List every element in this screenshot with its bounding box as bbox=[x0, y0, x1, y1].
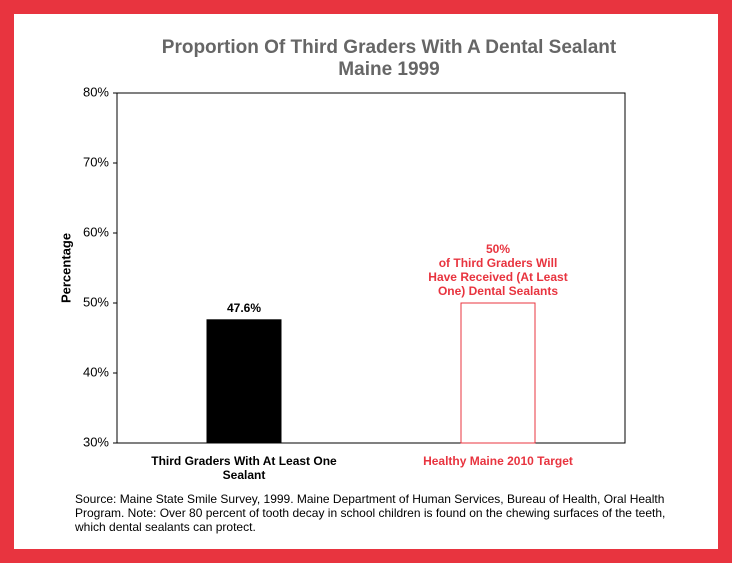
y-tick-label: 80% bbox=[83, 84, 109, 99]
y-tick-label: 50% bbox=[83, 294, 109, 309]
bar bbox=[206, 319, 282, 444]
annotation: One) Dental Sealants bbox=[438, 284, 558, 298]
annotation: of Third Graders Will bbox=[439, 256, 558, 270]
y-tick-label: 60% bbox=[83, 224, 109, 239]
x-tick-label: Healthy Maine 2010 Target bbox=[423, 454, 573, 468]
plot-frame bbox=[116, 92, 626, 444]
bar bbox=[460, 302, 536, 444]
y-tick-label: 30% bbox=[83, 434, 109, 449]
y-tick-label: 40% bbox=[83, 364, 109, 379]
annotation: Have Received (At Least bbox=[428, 270, 567, 284]
chart-title: Proportion Of Third Graders With A Denta… bbox=[162, 37, 617, 58]
y-tick-label: 70% bbox=[83, 154, 109, 169]
chart-subtitle: Maine 1999 bbox=[338, 59, 439, 80]
source-note: Source: Maine State Smile Survey, 1999. … bbox=[75, 492, 666, 534]
value-label: 47.6% bbox=[227, 301, 261, 315]
value-label: 50% bbox=[486, 242, 510, 256]
x-tick-label: Third Graders With At Least One Sealant bbox=[151, 454, 337, 482]
y-axis-label: Percentage bbox=[58, 233, 73, 303]
